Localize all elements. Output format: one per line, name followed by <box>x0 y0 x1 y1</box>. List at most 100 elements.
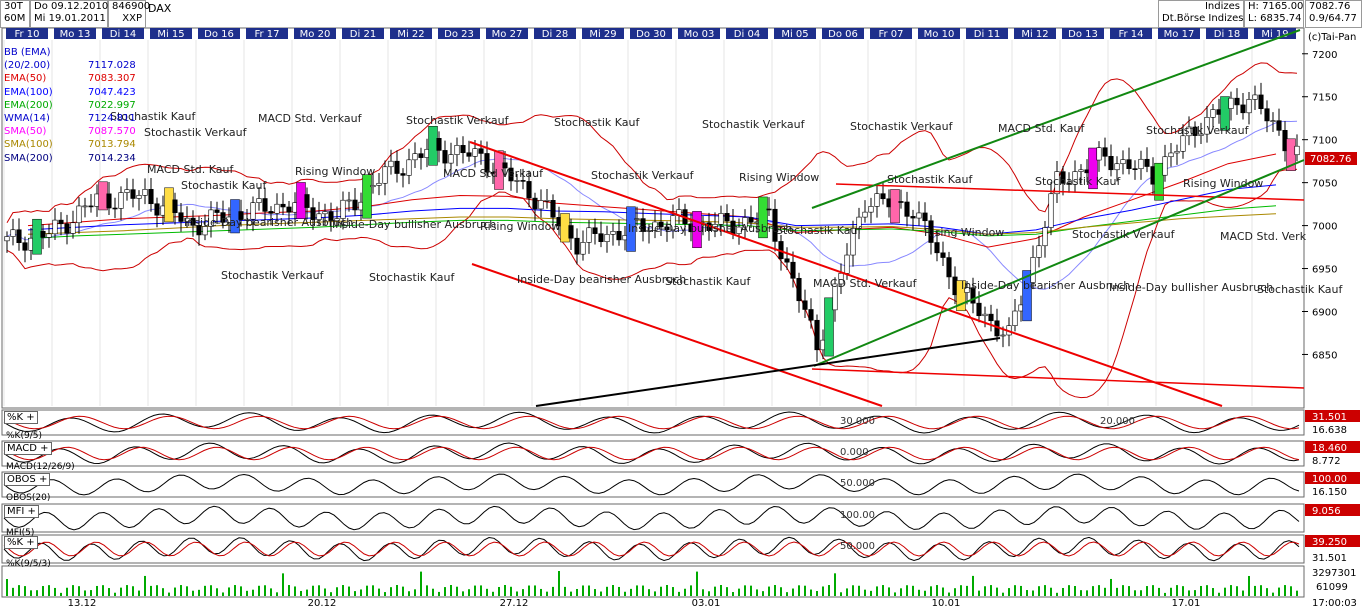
highlight-candle <box>32 218 42 255</box>
volume-bar <box>1194 590 1196 596</box>
candle-body <box>658 221 664 228</box>
indicator-pane-button[interactable]: %K + <box>4 411 38 424</box>
signal-annotation: Stochastik Kauf <box>776 224 862 237</box>
candle-body <box>526 181 532 199</box>
highlight-candle <box>956 280 966 312</box>
candle-body <box>1114 163 1120 171</box>
volume-bar <box>1242 590 1244 596</box>
candle-body <box>580 242 586 255</box>
candle-body <box>76 205 82 224</box>
trend-line-red <box>471 263 883 407</box>
candle-body <box>376 182 382 186</box>
volume-bar <box>342 585 344 596</box>
signal-annotation: Stochastik Kauf <box>887 173 973 186</box>
volume-bar <box>1122 585 1124 596</box>
x-axis-label: 03.01 <box>692 598 721 609</box>
day-label-bg <box>582 28 624 39</box>
signal-annotation: Stochastik Kauf <box>1035 175 1121 188</box>
volume-bar <box>852 585 854 596</box>
volume-bar <box>636 585 638 596</box>
candle-body <box>334 218 340 222</box>
y-tick-label: 7150 <box>1312 93 1337 104</box>
volume-bars: 3297301 61099 <box>6 568 1357 596</box>
indicator-pane-button[interactable]: %K + <box>4 536 38 549</box>
candle-body <box>1066 183 1072 185</box>
indicator-pane-button[interactable]: MACD + <box>4 442 52 455</box>
candle-body <box>154 203 160 216</box>
volume-bar <box>222 592 224 596</box>
signal-annotation: Stochastik Kauf <box>665 275 751 288</box>
volume-bar <box>1050 587 1052 596</box>
candle-body <box>382 166 388 184</box>
candle-body <box>388 160 394 168</box>
day-label: Fr 14 <box>1118 29 1143 40</box>
volume-bar <box>870 590 872 596</box>
exchange: XXP <box>122 13 142 24</box>
candle-body <box>928 220 934 243</box>
indicator-pane-button[interactable]: OBOS + <box>4 473 51 486</box>
volume-bar <box>780 587 782 596</box>
volume-bar <box>186 586 188 596</box>
day-label-bg <box>6 28 48 39</box>
indicator-pane-button[interactable]: MFI + <box>4 505 39 518</box>
candle-body <box>238 211 244 220</box>
volume-bar <box>606 586 608 596</box>
candle-body <box>814 319 820 351</box>
volume-bar <box>444 587 446 596</box>
y-tick-label: 7050 <box>1312 179 1337 190</box>
candle-body <box>838 273 844 285</box>
volume-bar <box>306 589 308 596</box>
day-label-bg <box>1014 28 1056 39</box>
volume-bar <box>1074 586 1076 596</box>
volume-bar <box>30 590 32 596</box>
highlight-candle <box>824 297 834 357</box>
volume-bar <box>954 588 956 596</box>
indicator-line <box>3 442 1300 465</box>
day-label-bg <box>390 28 432 39</box>
day-label-bg <box>54 28 96 39</box>
volume-bar <box>666 585 668 596</box>
volume-bar <box>1236 586 1238 596</box>
indicator-value: 16.150 <box>1312 487 1347 498</box>
candle-body <box>244 218 250 221</box>
candle-body <box>1108 156 1114 171</box>
volume-bar <box>228 587 230 596</box>
candle-body <box>1192 126 1198 136</box>
market: Dt.Börse Indizes <box>1162 13 1244 24</box>
volume-bar <box>894 592 896 596</box>
last-value: 7082.76 <box>1309 1 1351 12</box>
candle-body <box>148 189 154 205</box>
volume-bar <box>744 585 746 596</box>
volume-bar <box>72 585 74 596</box>
volume-bar <box>762 591 764 596</box>
candle-body <box>604 234 610 242</box>
volume-bar <box>720 585 722 596</box>
volume-bar <box>204 585 206 596</box>
candle-body <box>406 159 412 176</box>
volume-bar <box>882 585 884 596</box>
volume-bar <box>600 591 602 596</box>
candle-body <box>352 199 358 211</box>
y-tick-label: 6900 <box>1312 308 1337 319</box>
date-to: Mi 19.01.2011 <box>34 13 106 24</box>
candle-body <box>1048 193 1054 228</box>
candle-body <box>1252 94 1258 100</box>
day-label: Do 23 <box>444 29 474 40</box>
volume-bar <box>810 589 812 596</box>
header-date-box: Do 09.12.2010 Mi 19.01.2011 <box>30 0 108 28</box>
volume-bar <box>1146 586 1148 596</box>
indicator-level: 20.000 <box>1100 416 1135 427</box>
volume-bar <box>432 588 434 596</box>
signal-annotation: MACD Std. Verk <box>1220 230 1307 243</box>
volume-bar <box>576 588 578 596</box>
volume-bar <box>522 589 524 596</box>
day-label-bg <box>1254 28 1296 39</box>
day-label-bg <box>294 28 336 39</box>
candle-body <box>394 160 400 174</box>
volume-bar <box>144 575 146 596</box>
day-label-bg <box>534 28 576 39</box>
volume-bar <box>246 590 248 596</box>
candle-body <box>550 200 556 218</box>
indicator-value-bg <box>1305 472 1360 484</box>
legend-row: EMA(50) 7083.307 <box>4 72 136 85</box>
